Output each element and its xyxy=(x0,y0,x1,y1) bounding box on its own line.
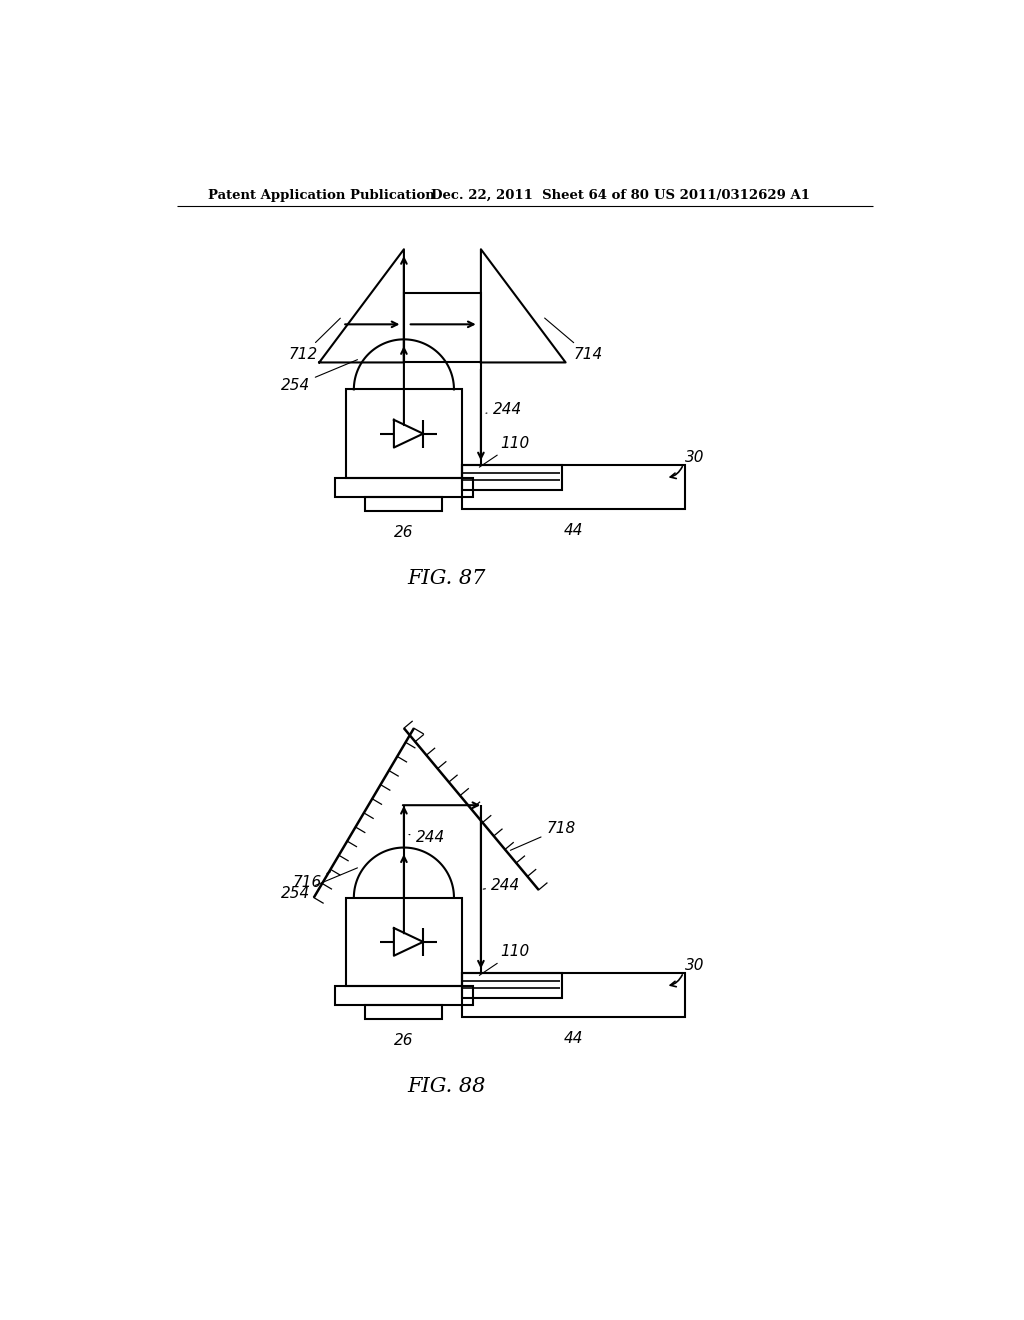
Bar xyxy=(462,973,562,998)
Bar xyxy=(346,898,462,986)
Text: 714: 714 xyxy=(545,318,602,362)
Text: Patent Application Publication: Patent Application Publication xyxy=(208,189,434,202)
FancyArrowPatch shape xyxy=(671,975,682,987)
Text: 254: 254 xyxy=(281,359,357,393)
Text: 26: 26 xyxy=(394,525,414,540)
Text: 44: 44 xyxy=(563,523,583,537)
Bar xyxy=(366,1006,442,1019)
Bar xyxy=(335,478,473,498)
Text: 30: 30 xyxy=(685,450,705,465)
Text: 110: 110 xyxy=(479,944,529,975)
FancyArrowPatch shape xyxy=(671,467,682,479)
Bar xyxy=(335,986,473,1006)
Text: Dec. 22, 2011  Sheet 64 of 80: Dec. 22, 2011 Sheet 64 of 80 xyxy=(431,189,649,202)
Text: 244: 244 xyxy=(409,830,444,845)
Text: 716: 716 xyxy=(292,871,331,890)
Text: FIG. 88: FIG. 88 xyxy=(408,1077,485,1096)
Bar xyxy=(366,498,442,511)
Bar xyxy=(403,293,481,363)
Bar xyxy=(462,465,562,490)
Text: 244: 244 xyxy=(486,403,521,417)
Bar xyxy=(462,973,685,1016)
Text: 254: 254 xyxy=(281,867,357,902)
Bar xyxy=(346,389,462,478)
Text: 30: 30 xyxy=(685,958,705,973)
Text: 110: 110 xyxy=(479,436,529,467)
Text: 718: 718 xyxy=(510,821,575,850)
Text: FIG. 87: FIG. 87 xyxy=(408,569,485,587)
Text: US 2011/0312629 A1: US 2011/0312629 A1 xyxy=(654,189,810,202)
Text: 44: 44 xyxy=(563,1031,583,1045)
Text: 712: 712 xyxy=(289,318,340,362)
Bar xyxy=(462,465,685,508)
Text: 26: 26 xyxy=(394,1034,414,1048)
Text: 244: 244 xyxy=(483,878,520,892)
